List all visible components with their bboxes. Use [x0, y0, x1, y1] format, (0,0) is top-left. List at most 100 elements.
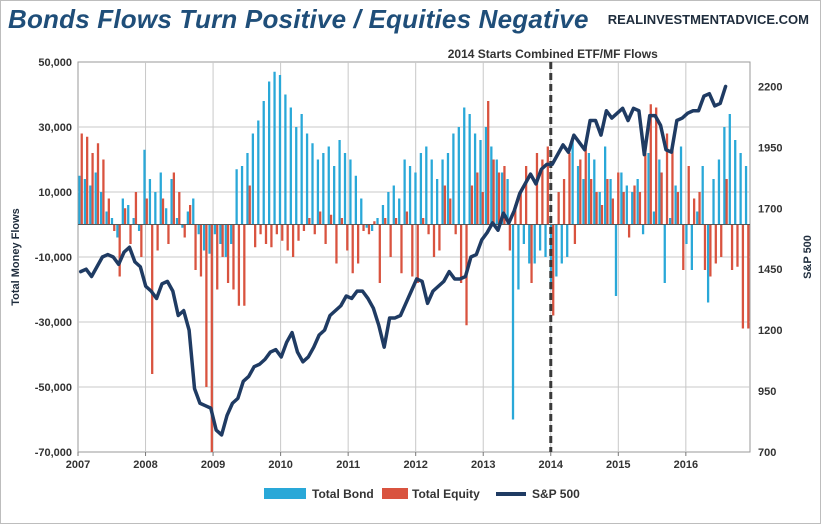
- bar-total-equity: [232, 224, 235, 290]
- bar-total-bond: [213, 224, 217, 235]
- bar-total-equity: [308, 218, 311, 225]
- bar-total-equity: [384, 218, 387, 225]
- bar-total-equity: [270, 224, 273, 248]
- bar-total-bond: [137, 224, 141, 231]
- bar-total-equity: [503, 166, 506, 225]
- bar-total-equity: [156, 224, 159, 251]
- bar-total-bond: [316, 159, 320, 225]
- bar-total-bond: [517, 224, 520, 290]
- bar-total-bond: [425, 146, 428, 225]
- bar-total-equity: [730, 224, 734, 270]
- bar-total-equity: [627, 224, 631, 238]
- bar-total-bond: [354, 175, 357, 225]
- bar-total-bond: [452, 133, 455, 225]
- bar-total-equity: [557, 192, 560, 225]
- bar-total-equity: [378, 224, 381, 283]
- bar-total-bond: [625, 185, 628, 225]
- bar-total-bond: [300, 114, 303, 225]
- bar-total-bond: [609, 179, 612, 225]
- bar-total-bond: [305, 133, 309, 225]
- bar-total-equity: [584, 146, 587, 225]
- bar-total-equity: [508, 224, 512, 251]
- bar-total-bond: [408, 166, 412, 225]
- bar-total-equity: [102, 159, 105, 225]
- bar-total-bond: [647, 153, 650, 225]
- bar-total-equity: [611, 198, 614, 225]
- bar-total-equity: [600, 205, 604, 225]
- bar-total-bond: [181, 224, 184, 228]
- bar-total-bond: [170, 179, 173, 225]
- bar-total-bond: [669, 218, 672, 225]
- bar-total-equity: [422, 218, 425, 225]
- bar-total-bond: [175, 218, 179, 225]
- bar-total-equity: [633, 185, 636, 225]
- bar-total-equity: [573, 224, 577, 244]
- bar-total-bond: [219, 224, 222, 244]
- bar-total-equity: [96, 143, 100, 225]
- y-tick-label-left: -10,000: [35, 252, 72, 264]
- bar-total-bond: [598, 192, 601, 225]
- bar-total-equity: [698, 192, 701, 225]
- bar-total-equity: [129, 224, 132, 244]
- bar-total-bond: [202, 224, 206, 251]
- bar-total-bond: [717, 159, 721, 225]
- bar-total-bond: [262, 101, 265, 225]
- bar-total-equity: [546, 146, 549, 225]
- bar-total-equity: [319, 211, 322, 225]
- bar-total-equity: [394, 218, 398, 225]
- bar-total-equity: [389, 224, 392, 257]
- bar-total-bond: [403, 159, 406, 225]
- bar-total-bond: [322, 153, 325, 225]
- bar-total-equity: [107, 198, 110, 225]
- bar-total-bond: [376, 218, 379, 225]
- x-tick-label: 2011: [336, 459, 360, 471]
- bar-total-bond: [544, 224, 547, 257]
- x-tick-label: 2007: [66, 459, 90, 471]
- bar-total-bond: [343, 153, 347, 225]
- bar-total-equity: [692, 198, 696, 225]
- bar-total-equity: [411, 224, 414, 277]
- bar-total-equity: [362, 224, 365, 231]
- sp500-line: [78, 84, 728, 437]
- bar-total-equity: [649, 104, 652, 225]
- y-tick-label-right: 1450: [758, 264, 782, 276]
- bar-total-bond: [224, 224, 227, 257]
- y-tick-label-right: 700: [758, 447, 776, 459]
- bar-total-bond: [132, 218, 135, 225]
- bar-total-equity: [638, 192, 642, 225]
- bar-total-bond: [620, 172, 623, 225]
- bar-total-bond: [89, 185, 92, 225]
- bar-total-equity: [324, 224, 327, 244]
- bar-total-bond: [744, 166, 748, 225]
- bar-total-bond: [419, 153, 423, 225]
- bar-total-equity: [552, 224, 555, 316]
- bar-total-bond: [566, 224, 569, 257]
- y-tick-label-left: 10,000: [38, 187, 72, 199]
- bar-total-bond: [533, 224, 536, 264]
- bar-total-equity: [595, 192, 598, 225]
- bar-total-equity: [237, 224, 241, 306]
- bar-total-equity: [167, 224, 170, 244]
- bar-total-equity: [346, 224, 349, 251]
- bar-total-equity: [302, 224, 306, 231]
- bar-total-bond: [94, 172, 97, 225]
- y-tick-label-right: 1700: [758, 203, 782, 215]
- bar-total-bond: [571, 140, 574, 225]
- bar-total-bond: [127, 205, 130, 225]
- bar-total-bond: [295, 127, 298, 225]
- bar-total-equity: [519, 192, 522, 225]
- bar-total-equity: [443, 185, 446, 225]
- y-tick-label-left: -30,000: [35, 317, 72, 329]
- bar-total-bond: [457, 127, 460, 225]
- bar-total-bond: [685, 224, 688, 244]
- bar-total-bond: [631, 192, 634, 225]
- bar-total-bond: [576, 166, 580, 225]
- bar-total-bond: [734, 140, 737, 225]
- x-tick-label: 2010: [268, 459, 292, 471]
- bar-total-equity: [188, 205, 192, 225]
- bar-total-bond: [479, 140, 482, 225]
- bar-total-equity: [687, 166, 690, 225]
- bar-total-bond: [235, 169, 238, 225]
- y-tick-label-right: 1950: [758, 142, 782, 154]
